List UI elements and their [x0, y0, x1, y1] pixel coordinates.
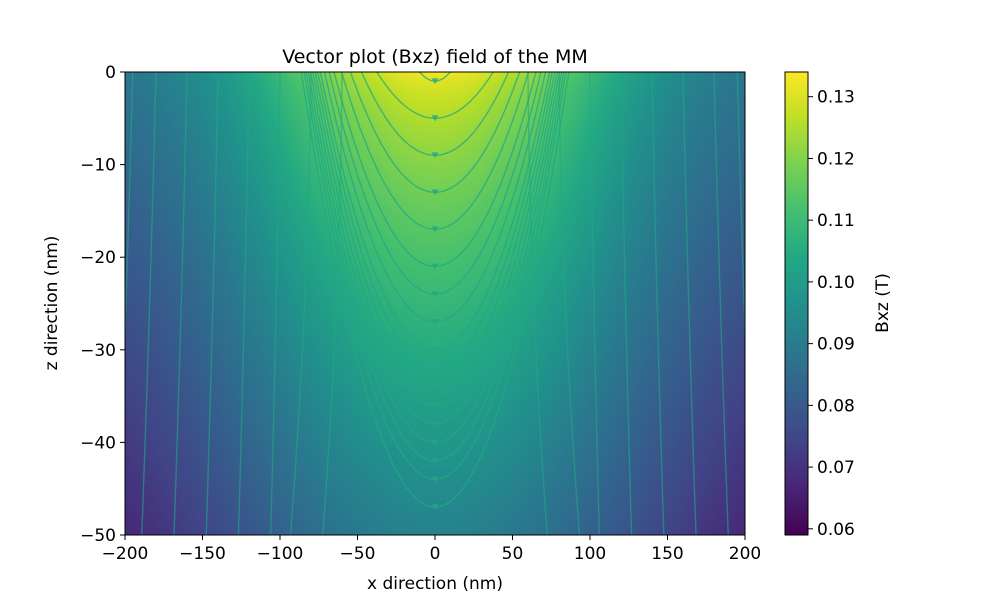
streamline: [319, 72, 551, 351]
streamline: [713, 72, 729, 535]
y-axis: 0 −10 −20 −30 −40 −50: [80, 63, 125, 546]
streamline: [360, 72, 510, 157]
streamline: [141, 72, 157, 535]
y-tick-label: −10: [80, 156, 116, 176]
y-tick-label: −30: [80, 341, 116, 361]
streamline-arrow: [431, 263, 439, 270]
streamline-arrow: [431, 457, 439, 464]
streamline-arrow: [431, 319, 439, 326]
streamline: [289, 72, 312, 535]
streamline: [307, 72, 563, 443]
streamline: [269, 72, 281, 535]
streamline-arrow: [431, 226, 439, 233]
y-axis-label: z direction (nm): [42, 236, 62, 371]
colorbar-label: Bxz (T): [873, 273, 893, 333]
streamline: [205, 72, 219, 535]
colorbar: 0.06 0.07 0.08 0.09 0.10 0.11 0.12 0.13 Bxz (T): [784, 71, 893, 540]
colorbar-tick-label: 0.10: [817, 273, 855, 293]
streamline-arrow: [431, 476, 439, 483]
plot-area: [124, 71, 746, 536]
x-tick-label: 100: [574, 544, 606, 564]
x-tick-label: −50: [340, 544, 376, 564]
streamline-arrow: [431, 365, 439, 372]
y-tick-label: −20: [80, 248, 116, 268]
streamline: [651, 72, 665, 535]
streamline: [314, 72, 556, 388]
y-tick-label: −50: [80, 526, 116, 546]
streamline-arrow: [431, 78, 439, 85]
streamline: [736, 72, 745, 353]
x-axis: −200 −150 −100 −50 0 50 100 150 200: [102, 535, 761, 564]
streamline: [589, 72, 601, 535]
colorbar-tick-label: 0.13: [817, 88, 855, 108]
streamline-arrow: [431, 291, 439, 298]
colorbar-tick-label: 0.12: [817, 149, 855, 169]
x-tick-label: 150: [651, 544, 683, 564]
x-tick-label: 200: [729, 544, 761, 564]
colorbar-tick-label: 0.06: [817, 520, 855, 540]
streamline: [620, 72, 633, 535]
streamline: [173, 72, 188, 535]
streamline-arrow: [431, 402, 439, 409]
y-tick-label: 0: [105, 63, 116, 83]
heatmap: [125, 72, 745, 535]
streamline: [322, 72, 343, 535]
y-tick-label: −40: [80, 433, 116, 453]
streamline-arrow: [431, 504, 439, 511]
chart-title: Vector plot (Bxz) field of the MM: [282, 46, 588, 68]
x-tick-label: 0: [430, 544, 441, 564]
colorbar-bar: [784, 71, 809, 536]
streamline: [333, 72, 537, 268]
x-tick-label: −100: [257, 544, 304, 564]
colorbar-tick-label: 0.09: [817, 335, 855, 355]
x-tick-label: −150: [179, 544, 226, 564]
streamline: [317, 72, 553, 370]
colorbar-ticks: 0.06 0.07 0.08 0.09 0.10 0.11 0.12 0.13: [808, 88, 855, 540]
x-tick-label: 50: [502, 544, 524, 564]
streamline-arrow: [431, 383, 439, 390]
streamline: [682, 72, 697, 535]
streamline-arrow: [431, 152, 439, 159]
streamlines: [125, 72, 745, 535]
streamline-arrow: [431, 115, 439, 122]
streamline: [237, 72, 250, 535]
streamline: [125, 72, 134, 353]
x-axis-label: x direction (nm): [367, 574, 503, 594]
colorbar-tick-label: 0.08: [817, 396, 855, 416]
streamline-arrow: [431, 346, 439, 353]
streamline-arrow: [431, 420, 439, 427]
x-tick-label: −200: [102, 544, 149, 564]
colorbar-tick-label: 0.11: [817, 211, 855, 231]
streamline-arrow: [431, 439, 439, 446]
streamline: [558, 72, 581, 535]
streamline: [375, 72, 495, 119]
streamline-arrow: [431, 189, 439, 196]
streamline: [527, 72, 548, 535]
colorbar-tick-label: 0.07: [817, 458, 855, 478]
